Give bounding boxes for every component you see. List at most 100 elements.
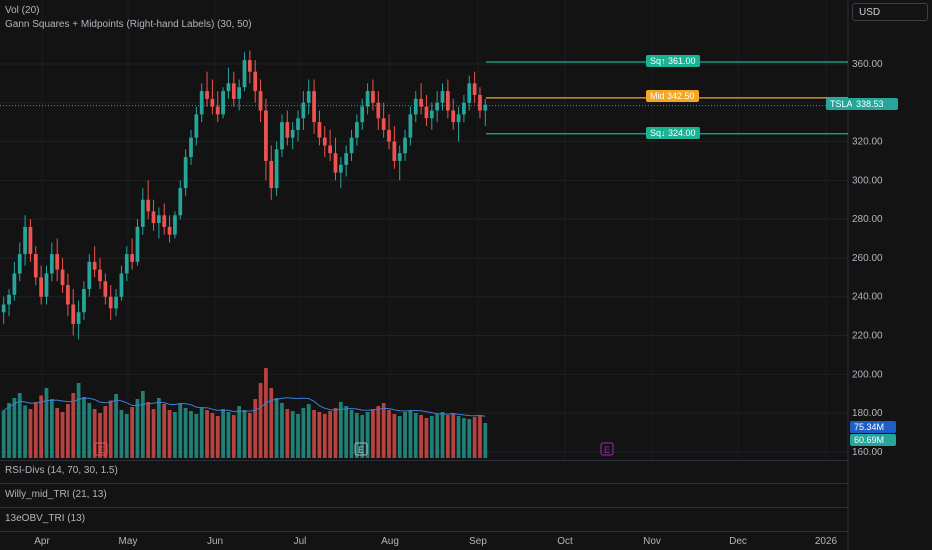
volume-bar: [76, 383, 81, 458]
candle-body: [108, 296, 113, 309]
volume-bar: [98, 413, 102, 458]
volume-bar: [397, 416, 402, 458]
candle-body: [322, 137, 327, 146]
volume-bar: [108, 400, 113, 458]
candle-body: [392, 141, 397, 161]
price-tick-label: 260.00: [852, 253, 883, 264]
candle-body: [376, 102, 381, 119]
volume-bar: [274, 398, 279, 458]
time-tick-label: Nov: [643, 536, 661, 547]
volume-bar: [429, 416, 434, 458]
volume-bar: [205, 410, 209, 458]
candle-body: [12, 273, 17, 295]
volume-bar: [408, 410, 413, 458]
volume-bar: [71, 393, 76, 458]
price-tick-label: 200.00: [852, 369, 883, 380]
volume-bars: [1, 368, 488, 458]
gann-legend[interactable]: Gann Squares + Midpoints (Right-hand Lab…: [5, 19, 252, 30]
candle-body: [381, 118, 386, 130]
candle-body: [17, 254, 22, 274]
price-tick-label: 280.00: [852, 214, 883, 225]
candle-body: [130, 254, 134, 262]
volume-legend[interactable]: Vol (20): [5, 5, 40, 16]
candle-body: [290, 129, 295, 138]
volume-bar: [381, 403, 386, 458]
volume-bar: [199, 407, 204, 458]
candle-body: [146, 199, 151, 212]
candle-body: [215, 106, 220, 115]
candle-body: [231, 83, 236, 99]
candle-body: [408, 114, 413, 138]
rsi-legend[interactable]: RSI-Divs (14, 70, 30, 1.5): [5, 465, 118, 476]
volume-ma-line: [3, 397, 486, 417]
willy-legend[interactable]: Willy_mid_TRI (21, 13): [5, 489, 107, 500]
volume-bar: [280, 403, 284, 458]
price-tick-label: 240.00: [852, 292, 883, 303]
candle-body: [157, 215, 161, 224]
candle-body: [60, 269, 65, 286]
candle-body: [226, 83, 231, 92]
volume-bar: [419, 415, 423, 458]
volume-bar: [376, 406, 381, 458]
volume-bar: [392, 414, 397, 458]
volume-bar: [478, 415, 482, 458]
price-tick-label: 360.00: [852, 59, 883, 70]
candle-body: [424, 106, 429, 119]
candle-body: [317, 122, 322, 138]
pane-separator[interactable]: [0, 460, 848, 461]
price-tick-label: 320.00: [852, 137, 883, 148]
volume-bar: [124, 414, 129, 458]
candle-body: [49, 254, 54, 274]
volume-bar: [130, 407, 134, 458]
time-axis: Apr May Jun Jul Aug Sep Oct Nov Dec 2026: [34, 536, 837, 547]
volume-bar: [157, 398, 161, 458]
volume-bar: [23, 405, 27, 458]
volume-bar: [338, 402, 343, 458]
volume-bar: [135, 399, 140, 458]
candle-body: [87, 261, 92, 289]
candle-body: [365, 91, 370, 107]
candle-body: [124, 254, 129, 274]
volume-bar: [424, 418, 429, 458]
volume-bar: [306, 404, 311, 458]
volume-bar: [151, 409, 156, 458]
candle-body: [7, 294, 11, 305]
pane-separator[interactable]: [0, 531, 848, 532]
volume-bar: [66, 404, 70, 458]
time-tick-label: 2026: [815, 536, 838, 547]
candle-body: [338, 164, 343, 173]
volume-bar: [173, 412, 177, 458]
candle-body: [98, 269, 102, 282]
volume-bar: [435, 414, 440, 458]
volume-bar: [114, 394, 118, 458]
candle-body: [82, 288, 86, 313]
volume-bar: [360, 415, 365, 458]
volume-bar: [103, 406, 108, 458]
candle-body: [483, 104, 488, 111]
candle-body: [355, 122, 359, 138]
pane-separator[interactable]: [0, 507, 848, 508]
volume-bar: [328, 411, 332, 458]
volume-bar: [413, 413, 418, 458]
candle-body: [306, 91, 311, 103]
upper-level-label: Sq↑ 361.00: [646, 55, 700, 67]
pane-separator[interactable]: [0, 483, 848, 484]
currency-selector[interactable]: USD: [852, 3, 928, 21]
time-tick-label: Jul: [294, 536, 307, 547]
earnings-marker-label: E: [604, 445, 610, 455]
price-axis: 360.00340.00320.00300.00280.00260.00240.…: [852, 59, 883, 458]
time-tick-label: Oct: [557, 536, 573, 547]
candle-body: [167, 226, 172, 235]
earnings-marker-label: E: [98, 445, 104, 455]
price-tick-label: 300.00: [852, 175, 883, 186]
candle-body: [274, 149, 279, 189]
candle-body: [349, 137, 354, 154]
candle-body: [205, 91, 209, 99]
volume-bar: [301, 408, 306, 458]
volume-bar: [55, 408, 60, 458]
volume-bar: [451, 413, 456, 458]
candle-body: [44, 273, 49, 297]
volume-bar: [333, 408, 338, 458]
obv-legend[interactable]: 13eOBV_TRI (13): [5, 513, 86, 524]
